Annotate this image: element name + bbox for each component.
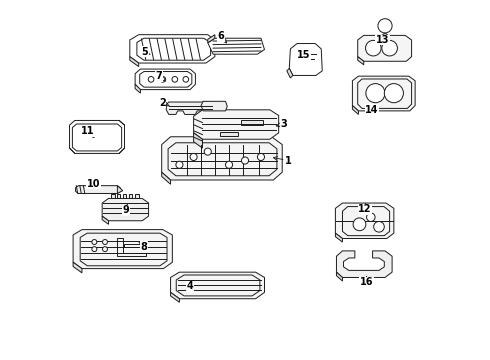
Polygon shape bbox=[117, 194, 120, 198]
Circle shape bbox=[160, 77, 166, 82]
Text: 4: 4 bbox=[187, 280, 194, 291]
Circle shape bbox=[190, 153, 197, 161]
Polygon shape bbox=[289, 44, 322, 76]
Polygon shape bbox=[242, 121, 263, 125]
Text: 2: 2 bbox=[159, 98, 169, 108]
Circle shape bbox=[366, 84, 385, 103]
Polygon shape bbox=[287, 68, 293, 78]
Text: 12: 12 bbox=[358, 203, 371, 214]
Polygon shape bbox=[162, 172, 171, 184]
Polygon shape bbox=[130, 57, 139, 67]
Polygon shape bbox=[73, 262, 82, 273]
Polygon shape bbox=[111, 194, 115, 198]
Polygon shape bbox=[102, 198, 148, 221]
Text: 3: 3 bbox=[276, 119, 287, 129]
Circle shape bbox=[183, 77, 189, 82]
Polygon shape bbox=[70, 121, 124, 153]
Circle shape bbox=[176, 161, 183, 168]
Polygon shape bbox=[102, 216, 109, 224]
Text: 8: 8 bbox=[139, 242, 147, 252]
Polygon shape bbox=[352, 76, 415, 111]
Text: 13: 13 bbox=[376, 35, 389, 45]
Circle shape bbox=[353, 218, 366, 231]
Text: 10: 10 bbox=[87, 179, 100, 189]
Circle shape bbox=[257, 153, 265, 161]
Polygon shape bbox=[201, 101, 227, 111]
Polygon shape bbox=[352, 105, 358, 114]
Polygon shape bbox=[194, 133, 202, 148]
Circle shape bbox=[374, 221, 384, 232]
Circle shape bbox=[382, 33, 388, 39]
Polygon shape bbox=[130, 35, 215, 63]
Polygon shape bbox=[220, 132, 238, 136]
Polygon shape bbox=[73, 230, 172, 269]
Circle shape bbox=[225, 161, 233, 168]
Text: 9: 9 bbox=[123, 204, 130, 215]
Polygon shape bbox=[75, 186, 120, 193]
Circle shape bbox=[367, 213, 375, 221]
Polygon shape bbox=[208, 35, 215, 43]
Polygon shape bbox=[194, 110, 279, 139]
Polygon shape bbox=[171, 292, 179, 302]
Text: 5: 5 bbox=[142, 47, 150, 57]
Circle shape bbox=[378, 19, 392, 33]
Circle shape bbox=[102, 247, 107, 252]
Polygon shape bbox=[122, 194, 126, 198]
Text: 14: 14 bbox=[365, 105, 379, 115]
Text: 11: 11 bbox=[81, 126, 95, 138]
Polygon shape bbox=[337, 272, 343, 281]
Circle shape bbox=[102, 239, 107, 244]
Text: 15: 15 bbox=[297, 50, 310, 61]
Circle shape bbox=[204, 148, 211, 155]
Polygon shape bbox=[171, 272, 265, 299]
Text: 1: 1 bbox=[273, 156, 292, 166]
Text: 6: 6 bbox=[218, 31, 227, 43]
Polygon shape bbox=[358, 35, 412, 61]
Circle shape bbox=[384, 84, 403, 103]
Polygon shape bbox=[135, 194, 139, 198]
Circle shape bbox=[382, 40, 397, 56]
Polygon shape bbox=[118, 186, 122, 193]
Polygon shape bbox=[358, 57, 364, 65]
Text: 7: 7 bbox=[156, 71, 166, 81]
Circle shape bbox=[366, 40, 381, 56]
Circle shape bbox=[242, 157, 248, 164]
Polygon shape bbox=[162, 137, 282, 180]
Polygon shape bbox=[337, 251, 392, 278]
Polygon shape bbox=[129, 194, 132, 198]
Circle shape bbox=[92, 239, 97, 244]
Polygon shape bbox=[335, 203, 394, 238]
Polygon shape bbox=[166, 102, 213, 114]
Text: 16: 16 bbox=[360, 276, 373, 287]
Circle shape bbox=[92, 247, 97, 252]
Polygon shape bbox=[135, 69, 196, 90]
Circle shape bbox=[148, 77, 154, 82]
Circle shape bbox=[172, 77, 178, 82]
Polygon shape bbox=[335, 233, 343, 242]
Polygon shape bbox=[208, 38, 265, 54]
Polygon shape bbox=[135, 84, 141, 93]
